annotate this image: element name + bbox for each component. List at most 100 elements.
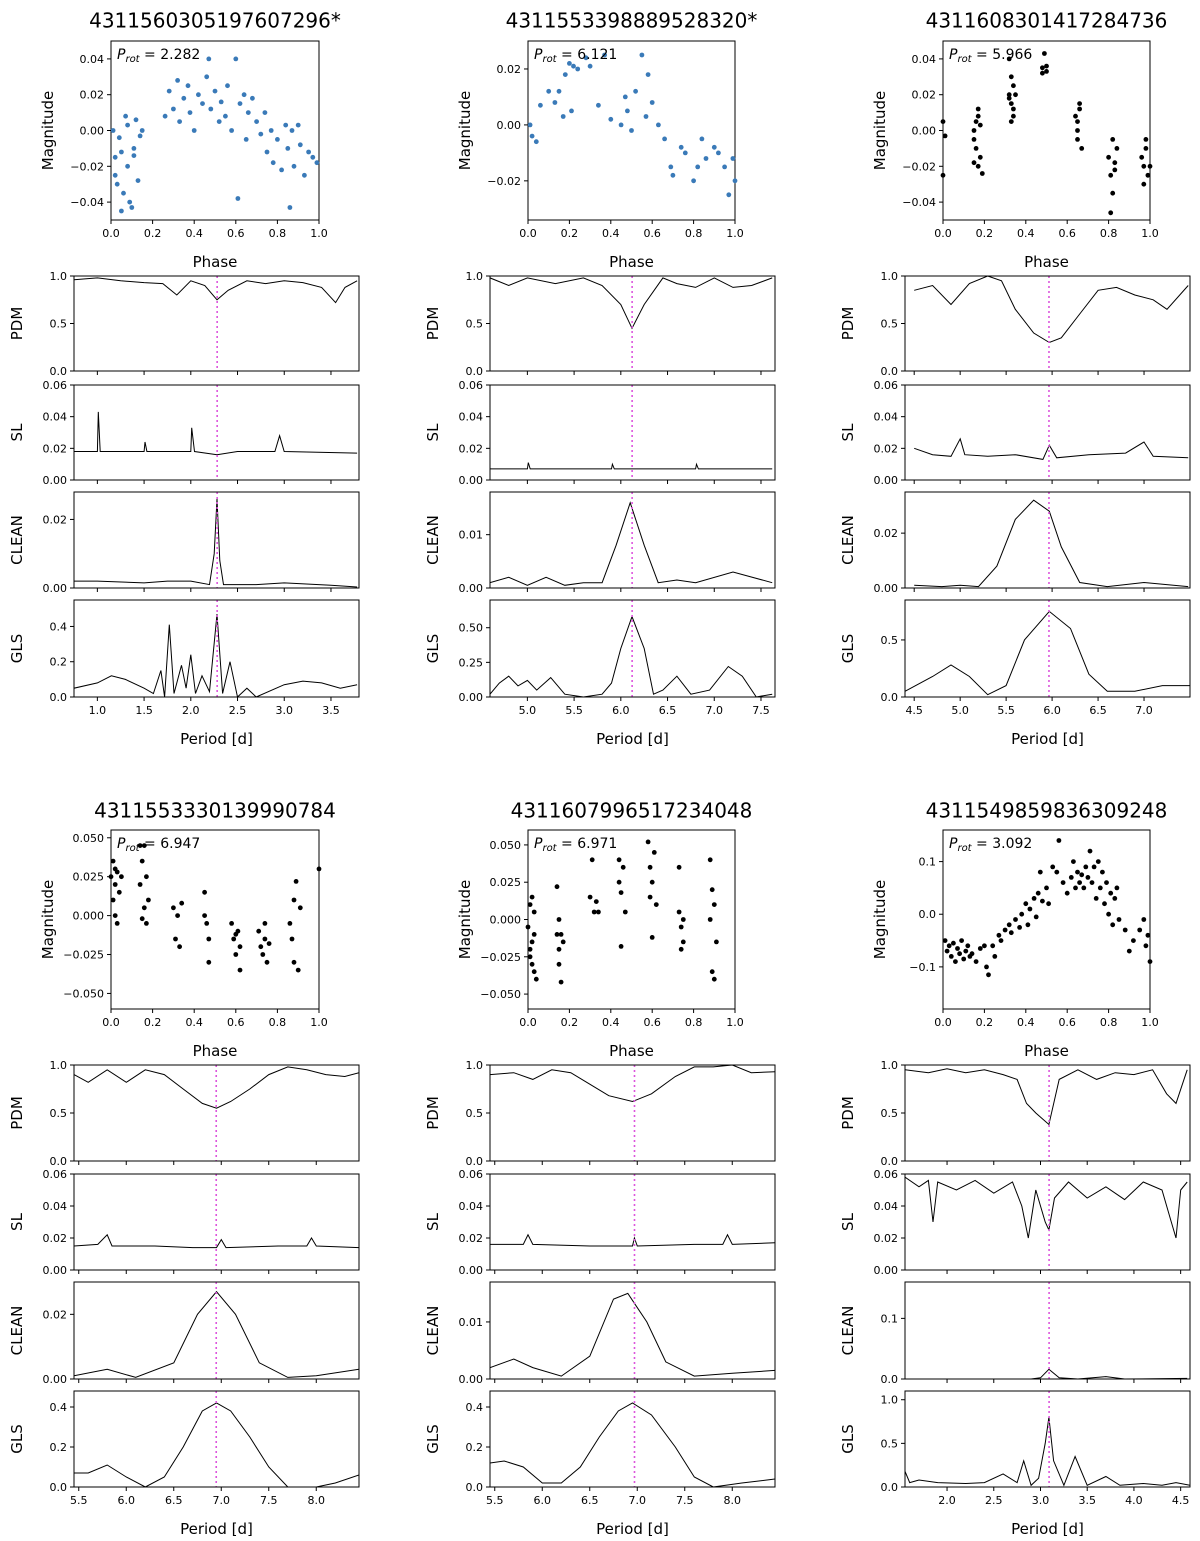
data-point xyxy=(185,83,191,89)
x-tick-label: 0.0 xyxy=(102,1016,120,1029)
x-tick-label: 0.8 xyxy=(1100,1016,1118,1029)
data-point xyxy=(1087,848,1093,854)
data-point xyxy=(942,133,948,139)
data-point xyxy=(1044,63,1049,69)
data-point xyxy=(119,149,124,155)
prot-subscript: rot xyxy=(957,843,972,854)
y-tick-label: 0.50 xyxy=(459,622,484,635)
data-point xyxy=(703,156,709,161)
phase-panel: 0.0 0.2 0.4 0.6 0.8 1.0 −0.04 −0.02 0.00 0.02 0.04… xyxy=(871,40,1159,271)
gls-axis-label: GLS xyxy=(8,634,26,664)
data-point xyxy=(678,946,684,952)
chart-title: 4311607996517234048 xyxy=(511,799,753,823)
pdm-panel: 0.0 0.5 1.0 PDM xyxy=(424,270,776,378)
data-point xyxy=(116,889,122,895)
data-point xyxy=(538,102,543,108)
data-point xyxy=(525,924,531,930)
y-tick-label: 0.0 xyxy=(881,1155,899,1168)
data-point xyxy=(1116,917,1122,922)
y-tick-label: 0.5 xyxy=(881,1437,899,1450)
data-point xyxy=(212,88,218,94)
data-point xyxy=(618,944,624,949)
x-tick-label: 0.4 xyxy=(1017,227,1035,240)
y-tick-label: 1.0 xyxy=(466,1059,484,1072)
data-point xyxy=(1143,146,1149,151)
data-point xyxy=(144,921,149,926)
data-point xyxy=(602,52,607,58)
x-tick-label: 8.0 xyxy=(308,1494,326,1507)
y-tick-label: 0.00 xyxy=(43,1373,68,1386)
y-tick-label: −0.04 xyxy=(902,196,936,209)
data-point xyxy=(695,164,701,170)
data-point xyxy=(291,959,297,965)
data-point xyxy=(233,952,239,957)
data-point xyxy=(971,128,977,133)
data-point xyxy=(206,959,212,965)
data-point xyxy=(1011,113,1016,119)
data-point xyxy=(730,156,736,161)
period-axis-label: Period [d] xyxy=(596,730,669,748)
x-tick-label: 0.8 xyxy=(1100,227,1118,240)
sl-axis-label: SL xyxy=(8,1212,26,1231)
pdm-panel: 0.0 0.5 1.0 PDM xyxy=(839,1059,1191,1168)
y-tick-label: 1.0 xyxy=(881,270,899,283)
y-tick-label: 0.4 xyxy=(50,1401,68,1414)
clean-curve xyxy=(490,501,773,586)
data-point xyxy=(629,128,634,133)
y-axis-label: Magnitude xyxy=(871,880,889,959)
pdm-curve xyxy=(74,277,358,304)
data-point xyxy=(618,122,624,128)
x-tick-label: 7.0 xyxy=(213,1494,231,1507)
y-tick-label: 0.0 xyxy=(881,365,899,378)
data-point xyxy=(1112,160,1118,166)
data-point xyxy=(1100,869,1105,875)
data-point xyxy=(229,921,235,926)
x-tick-label: 0.2 xyxy=(144,1016,162,1029)
data-point xyxy=(1077,101,1082,106)
data-point xyxy=(1006,95,1012,101)
y-axis-label: Magnitude xyxy=(871,91,889,170)
phase-panel: 0.0 0.2 0.4 0.6 0.8 1.0 −0.02 0.00 0.02 Phase Magn… xyxy=(456,40,744,271)
x-tick-label: 0.0 xyxy=(102,227,120,240)
data-point xyxy=(206,936,212,942)
x-tick-label: 5.5 xyxy=(997,704,1015,717)
data-point xyxy=(133,117,139,123)
data-point xyxy=(125,122,130,128)
data-point xyxy=(208,106,214,112)
data-point xyxy=(556,917,562,922)
data-point xyxy=(289,128,295,133)
data-point xyxy=(256,928,262,934)
data-point xyxy=(275,137,280,142)
data-point xyxy=(726,192,732,198)
data-point xyxy=(295,967,301,973)
data-point xyxy=(527,902,533,907)
y-tick-label: 1.0 xyxy=(881,1394,899,1407)
data-point xyxy=(946,943,952,949)
data-point xyxy=(1073,113,1078,119)
gls-axis-label: GLS xyxy=(839,1424,857,1454)
data-point xyxy=(1143,943,1149,949)
data-point xyxy=(223,113,228,119)
data-point xyxy=(1093,896,1099,901)
data-point xyxy=(1075,128,1080,133)
data-point xyxy=(1060,880,1066,885)
data-point xyxy=(676,864,682,870)
data-point xyxy=(110,897,116,903)
plot-frame xyxy=(73,384,360,481)
y-tick-label: 0.02 xyxy=(874,1232,899,1245)
data-point xyxy=(1025,922,1031,928)
pdm-panel: 0.0 0.5 1.0 PDM xyxy=(839,270,1191,378)
sl-panel: 0.00 0.02 0.04 0.06 SL xyxy=(424,379,776,487)
x-tick-label: 7.0 xyxy=(629,1494,647,1507)
pdm-axis-label: PDM xyxy=(8,307,26,341)
data-point xyxy=(531,969,537,975)
data-point xyxy=(121,190,126,196)
data-point xyxy=(965,943,971,949)
x-tick-label: 6.5 xyxy=(581,1494,599,1507)
data-point xyxy=(162,113,168,119)
x-tick-label: 0.6 xyxy=(1058,1016,1076,1029)
prot-annotation: Prot = 3.092 xyxy=(949,836,1032,854)
data-points xyxy=(110,56,320,214)
sl-axis-label: SL xyxy=(839,1212,857,1231)
prot-annotation: Prot = 5.966 xyxy=(949,47,1032,65)
